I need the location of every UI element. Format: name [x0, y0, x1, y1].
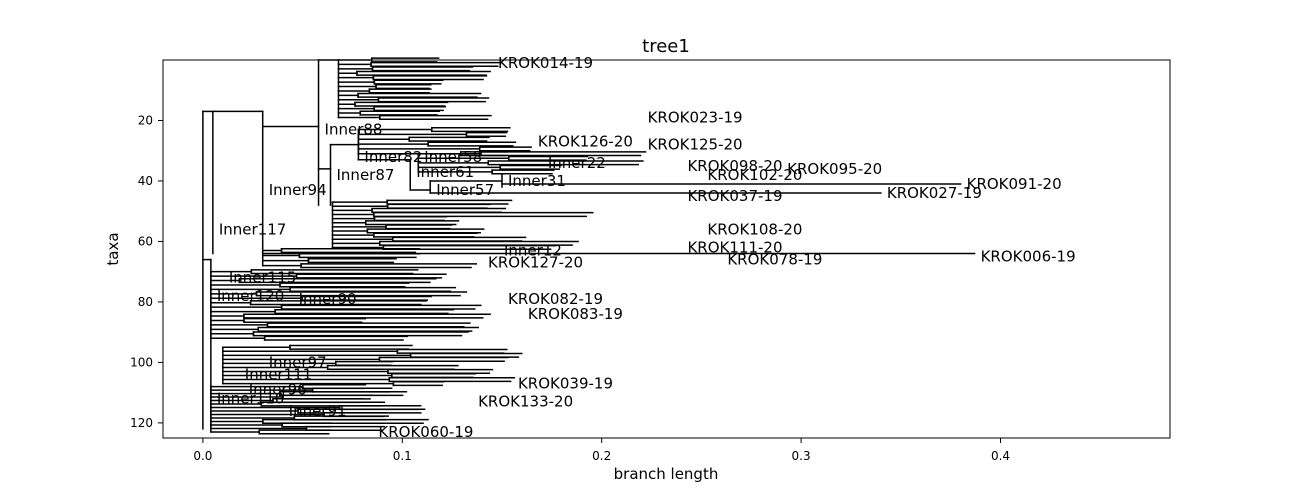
- y-tick-label: 20: [138, 113, 153, 127]
- leaf-label: KROK098-20: [687, 157, 782, 175]
- inner-node-label: Inner111: [245, 365, 312, 383]
- x-axis: 0.0 0.1 0.2 0.3 0.4: [193, 438, 1010, 463]
- leaf-label: KROK111-20: [687, 238, 782, 256]
- inner-node-label: Inner22: [548, 154, 606, 172]
- tree-labels: Inner117Inner94Inner88Inner87Inner82Inne…: [217, 54, 1076, 441]
- leaf-label: KROK083-19: [528, 305, 623, 323]
- leaf-label: KROK127-20: [488, 254, 583, 272]
- leaf-label: KROK039-19: [518, 375, 613, 393]
- leaf-label: KROK023-19: [648, 108, 743, 126]
- x-tick-label: 0.2: [592, 449, 611, 463]
- x-axis-label: branch length: [614, 465, 719, 483]
- x-tick-label: 0.3: [792, 449, 811, 463]
- inner-node-label: Inner90: [299, 290, 357, 308]
- y-tick-label: 60: [138, 234, 153, 248]
- inner-node-label: Inner57: [436, 181, 494, 199]
- x-tick-label: 0.4: [991, 449, 1010, 463]
- leaf-label: KROK060-19: [378, 423, 473, 441]
- leaf-label: KROK102-20: [707, 166, 802, 184]
- chart-title: tree1: [642, 36, 690, 57]
- inner-node-label: Inner87: [337, 166, 395, 184]
- inner-node-label: Inner31: [508, 172, 566, 190]
- inner-node-label: Inner115: [229, 269, 296, 287]
- leaf-label: KROK037-19: [687, 187, 782, 205]
- leaf-label: KROK091-20: [967, 175, 1062, 193]
- inner-node-label: Inner82: [364, 148, 422, 166]
- inner-node-label: Inner110: [217, 390, 284, 408]
- x-tick-label: 0.1: [393, 449, 412, 463]
- leaf-label: KROK108-20: [707, 220, 802, 238]
- y-axis: 20 40 60 80 100 120: [130, 113, 163, 430]
- leaf-label: KROK078-19: [727, 251, 822, 269]
- inner-node-label: Inner61: [416, 163, 474, 181]
- leaf-label: KROK133-20: [478, 393, 573, 411]
- inner-node-label: Inner94: [269, 181, 327, 199]
- leaf-label: KROK006-19: [981, 248, 1076, 266]
- plot-frame: [162, 59, 1171, 439]
- y-tick-label: 100: [130, 355, 153, 369]
- leaf-label: KROK126-20: [538, 133, 633, 151]
- y-axis-label: taxa: [104, 232, 122, 265]
- tree-branches: [202, 57, 976, 435]
- leaf-label: KROK082-19: [508, 290, 603, 308]
- y-tick-label: 40: [138, 174, 153, 188]
- inner-node-label: Inner97: [269, 353, 327, 371]
- inner-node-label: Inner91: [289, 402, 347, 420]
- leaf-label: KROK027-19: [887, 184, 982, 202]
- x-tick-label: 0.0: [193, 449, 212, 463]
- inner-node-label: Inner96: [249, 381, 307, 399]
- inner-node-label: Inner12: [504, 242, 562, 260]
- y-tick-label: 80: [138, 295, 153, 309]
- leaf-label: KROK125-20: [648, 136, 743, 154]
- leaf-label: KROK095-20: [787, 160, 882, 178]
- inner-node-label: Inner120: [217, 287, 284, 305]
- y-tick-label: 120: [130, 416, 153, 430]
- leaf-label: KROK014-19: [498, 54, 593, 72]
- inner-node-label: Inner88: [325, 121, 383, 139]
- inner-node-label: Inner117: [219, 220, 286, 238]
- inner-node-label: Inner58: [424, 148, 482, 166]
